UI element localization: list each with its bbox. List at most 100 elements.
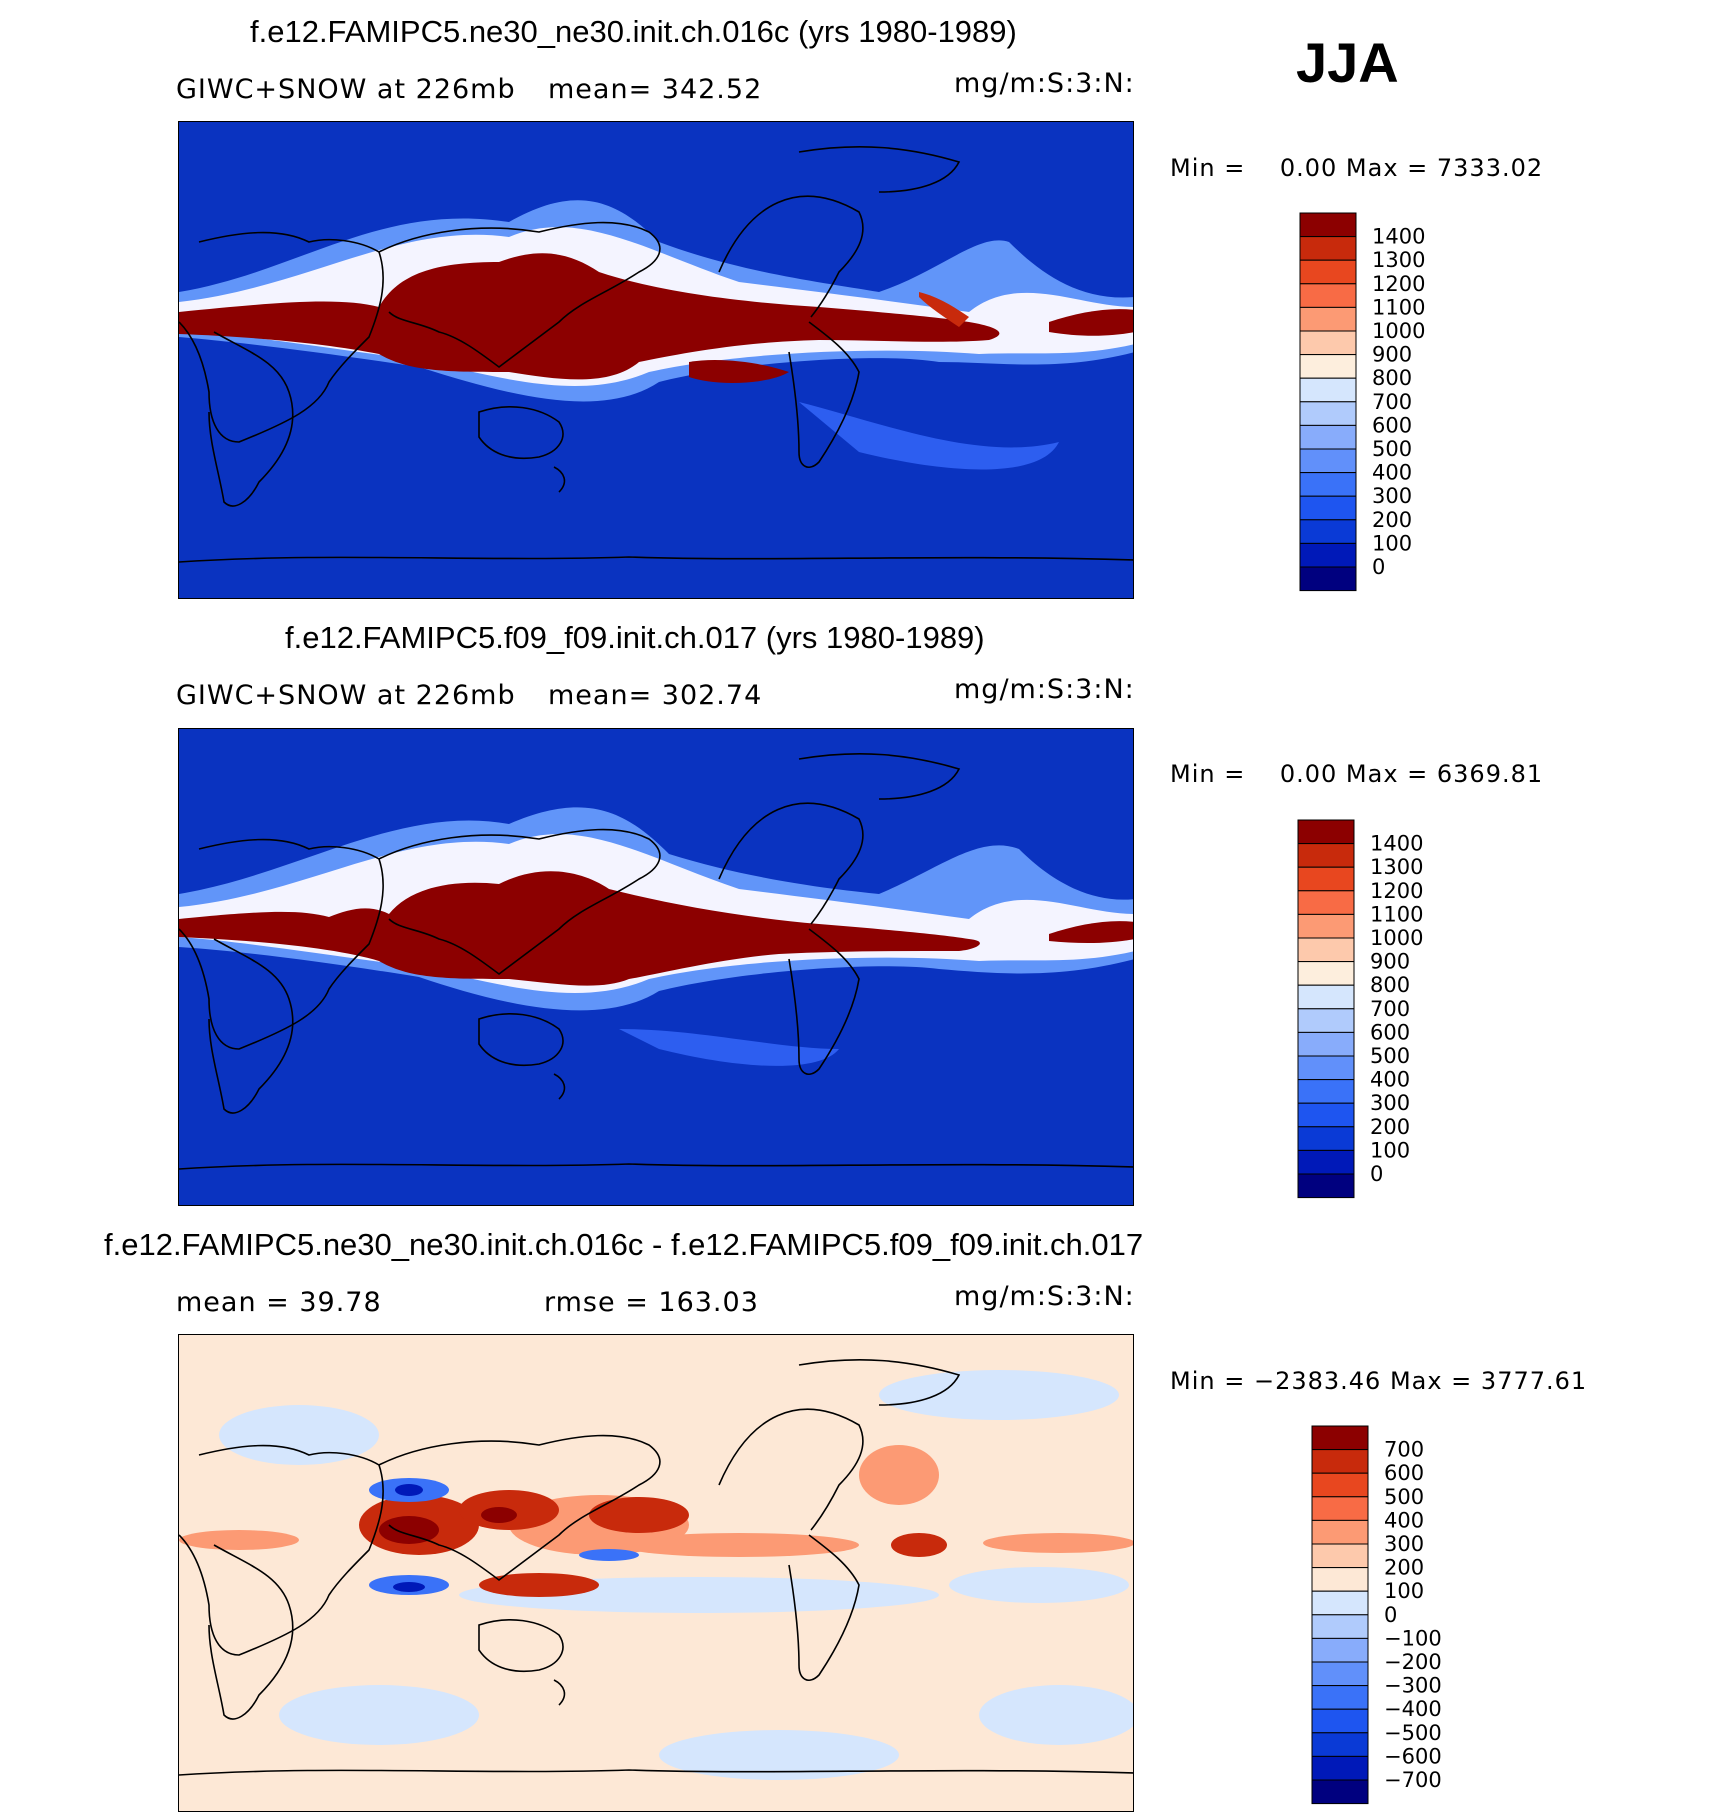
colorbar-3-label-14: −700 [1384,1768,1442,1792]
colorbar-2-label-13: 100 [1370,1138,1410,1162]
colorbar-1-label-14: 0 [1372,555,1385,579]
colorbar-3-label-4: 300 [1384,1532,1424,1556]
panel-2-mean-label: mean= 302.74 [548,680,763,711]
colorbar-3-label-2: 500 [1384,1485,1424,1509]
colorbar-1-label-10: 400 [1372,461,1412,485]
colorbar-1-label-6: 800 [1372,366,1412,390]
colorbar-1-swatch-15 [1299,566,1357,592]
panel-3-colorbar: 700 600 500 400 300 200 100 0 −100 −200 −300 −400 −5… [1311,1425,1512,1806]
colorbar-3-swatch-13 [1311,1732,1369,1757]
colorbar-1-swatch-9 [1299,424,1357,450]
colorbar-2-label-3: 1100 [1370,902,1423,926]
colorbar-2-swatch-9 [1297,1031,1355,1057]
colorbar-1-swatch-11 [1299,472,1357,497]
colorbar-2-swatch-3 [1297,890,1355,915]
colorbar-1-swatch-2 [1299,259,1357,285]
colorbar-3-swatch-9 [1311,1637,1369,1663]
panel-2-title: f.e12.FAMIPC5.f09_f09.init.ch.017 (yrs 1… [285,620,985,655]
colorbar-2-swatch-12 [1297,1102,1355,1128]
panel-3-contour-plot [179,1335,1133,1811]
colorbar-3-label-8: −100 [1384,1626,1442,1650]
colorbar-3-swatch-3 [1311,1496,1369,1521]
panel-1-map [178,121,1134,599]
panel-2-minmax: Min = 0.00 Max = 6369.81 [1170,760,1544,788]
panel-1-mean-label: mean= 342.52 [548,74,763,105]
colorbar-2-swatch-7 [1297,984,1355,1010]
colorbar-3-label-1: 600 [1384,1461,1424,1485]
colorbar-2-label-7: 700 [1370,997,1410,1021]
colorbar-1-swatch-0 [1299,212,1357,238]
colorbar-1-label-3: 1100 [1372,295,1425,319]
colorbar-3-swatch-11 [1311,1685,1369,1710]
colorbar-1-label-2: 1200 [1372,272,1425,296]
colorbar-2-swatch-6 [1297,961,1355,986]
colorbar-3-label-5: 200 [1384,1556,1424,1580]
panel-3-title: f.e12.FAMIPC5.ne30_ne30.init.ch.016c - f… [104,1227,1144,1262]
colorbar-3-swatch-8 [1311,1614,1369,1639]
colorbar-2-swatch-15 [1297,1173,1355,1199]
panel-3-rmse-label: rmse = 163.03 [544,1287,759,1318]
panel-1-minmax: Min = 0.00 Max = 7333.02 [1170,154,1544,182]
colorbar-2-swatch-2 [1297,866,1355,892]
colorbar-2-label-0: 1400 [1370,832,1423,856]
colorbar-2-label-11: 300 [1370,1091,1410,1115]
panel-3-units-label: mg/m:S:3:N: [954,1281,1135,1312]
colorbar-1-label-0: 1400 [1372,225,1425,249]
colorbar-1-swatch-6 [1299,354,1357,379]
colorbar-3-swatch-0 [1311,1425,1369,1451]
colorbar-1-label-5: 900 [1372,343,1412,367]
panel-3-map [178,1334,1134,1812]
colorbar-3-swatch-12 [1311,1708,1369,1734]
panel-1-variable-label: GIWC+SNOW at 226mb [176,74,516,105]
panel-1-contour-plot [179,122,1133,598]
colorbar-1-label-12: 200 [1372,508,1412,532]
panel-2-colorbar-svg: 1400130012001100100090080070060050040030… [1297,819,1423,1199]
colorbar-1-label-11: 300 [1372,484,1412,508]
colorbar-3-label-13: −600 [1384,1744,1442,1768]
colorbar-1-swatch-13 [1299,519,1357,544]
panel-3-minmax: Min = −2383.46 Max = 3777.61 [1170,1367,1588,1395]
colorbar-1-swatch-1 [1299,236,1357,261]
panel-1-title: f.e12.FAMIPC5.ne30_ne30.init.ch.016c (yr… [250,14,1017,49]
colorbar-2-label-5: 900 [1370,950,1410,974]
colorbar-2-swatch-10 [1297,1055,1355,1081]
colorbar-3-swatch-1 [1311,1449,1369,1474]
colorbar-3-label-0: 700 [1384,1438,1424,1462]
colorbar-1-swatch-7 [1299,377,1357,403]
panel-2-map [178,728,1134,1206]
panel-2-colorbar: 1400 1300 1200 1100 1000 900 800 700 600 500 400 30… [1297,819,1498,1200]
colorbar-2-swatch-4 [1297,913,1355,939]
colorbar-3-swatch-5 [1311,1543,1369,1569]
colorbar-1-swatch-12 [1299,495,1357,521]
colorbar-1-label-7: 700 [1372,390,1412,414]
colorbar-2-label-12: 200 [1370,1115,1410,1139]
colorbar-1-swatch-3 [1299,283,1357,308]
colorbar-1-label-4: 1000 [1372,319,1425,343]
colorbar-1-swatch-5 [1299,330,1357,356]
colorbar-3-label-6: 100 [1384,1579,1424,1603]
panel-2-variable-label: GIWC+SNOW at 226mb [176,680,516,711]
panel-1-units-label: mg/m:S:3:N: [954,68,1135,99]
colorbar-1-swatch-14 [1299,542,1357,568]
colorbar-1-label-8: 600 [1372,413,1412,437]
colorbar-2-label-4: 1000 [1370,926,1423,950]
colorbar-3-swatch-14 [1311,1755,1369,1781]
season-label: JJA [1296,31,1399,94]
colorbar-2-label-1: 1300 [1370,855,1423,879]
colorbar-2-swatch-8 [1297,1008,1355,1033]
colorbar-1-swatch-4 [1299,306,1357,332]
colorbar-3-label-9: −200 [1384,1650,1442,1674]
colorbar-2-swatch-5 [1297,937,1355,963]
colorbar-2-label-2: 1200 [1370,879,1423,903]
colorbar-2-swatch-1 [1297,843,1355,868]
colorbar-2-label-8: 600 [1370,1020,1410,1044]
colorbar-3-swatch-7 [1311,1590,1369,1616]
colorbar-3-label-11: −400 [1384,1697,1442,1721]
colorbar-3-label-3: 400 [1384,1508,1424,1532]
colorbar-1-label-1: 1300 [1372,248,1425,272]
colorbar-3-swatch-6 [1311,1567,1369,1592]
panel-1-colorbar-svg: 1400130012001100100090080070060050040030… [1299,212,1425,592]
colorbar-2-swatch-11 [1297,1079,1355,1104]
colorbar-2-swatch-14 [1297,1149,1355,1175]
colorbar-1-label-13: 100 [1372,531,1412,555]
